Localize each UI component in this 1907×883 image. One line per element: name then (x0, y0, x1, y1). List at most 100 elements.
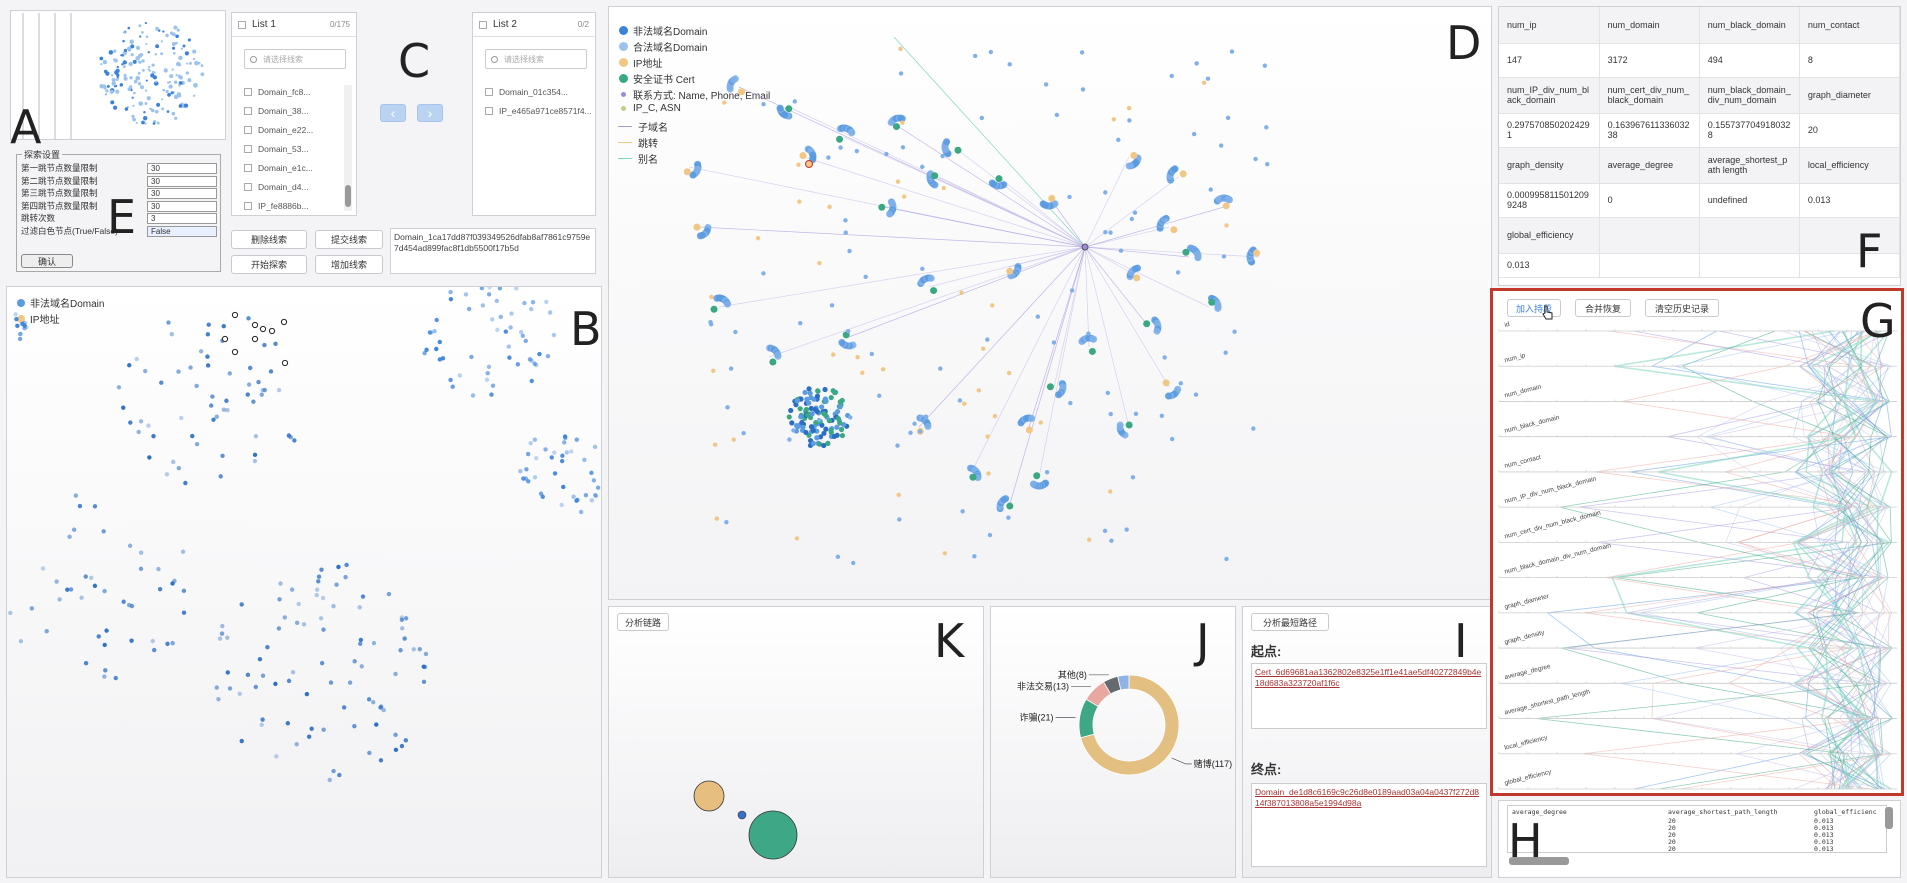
list1-search[interactable]: 请选择线索 (244, 49, 346, 69)
network-graph[interactable] (609, 7, 1492, 600)
merge-restore-button[interactable]: 合并恢复 (1575, 299, 1631, 317)
analyze-link-button[interactable]: 分析链路 (617, 613, 669, 631)
list-item-checkbox[interactable] (244, 88, 252, 96)
legend-item[interactable]: 非法域名Domain (619, 23, 707, 38)
list-item-checkbox[interactable] (485, 107, 493, 115)
history-cell: 0.013 (1814, 824, 1834, 832)
cluster-node (529, 378, 534, 384)
end-field[interactable]: Domain_de1d8c6169c9c26d8e0189aad03a04a04… (1251, 783, 1487, 867)
setting-input[interactable]: 30 (147, 188, 217, 199)
thumb-node (142, 115, 148, 121)
list-item[interactable]: Domain_d4... (244, 182, 309, 192)
legend-item[interactable]: IP地址 (619, 55, 662, 70)
analyze-shortest-path-button[interactable]: 分析最短路径 (1251, 613, 1329, 631)
history-scrollbar-h[interactable] (1509, 857, 1569, 865)
legend-item[interactable]: 合法域名Domain (619, 39, 707, 54)
setting-input[interactable]: False (147, 225, 217, 237)
cluster-node (341, 705, 347, 710)
start-field[interactable]: Cert_6d69681aa1362802e8325e1ff1e41ae5df4… (1251, 663, 1487, 729)
list-item[interactable]: Domain_e1c... (244, 163, 313, 173)
thumb-node (137, 81, 142, 86)
pc-line (1809, 330, 1892, 790)
history-table[interactable]: average_degree average_shortest_path_leng… (1507, 805, 1887, 853)
cluster-node (292, 438, 297, 443)
cluster-node (294, 620, 300, 626)
delete-clue-button[interactable]: 删除线索 (231, 230, 307, 249)
setting-label: 第二跳节点数量限制 (21, 175, 98, 186)
thumbnail-stack[interactable] (11, 11, 226, 140)
legend-item[interactable]: 跳转 (618, 135, 658, 150)
category-donut[interactable]: 赌博(117) 诈骗(21) 非法交易(13)其他(8) (991, 607, 1236, 878)
setting-input[interactable]: 30 (147, 175, 217, 187)
history-row[interactable]: 20 0.013 (1508, 817, 1886, 825)
setting-input[interactable]: 30 (147, 200, 217, 212)
legend-item[interactable]: IP_C, ASN (619, 103, 681, 114)
list-item[interactable]: Domain_fc8... (244, 87, 310, 97)
cursor-hand-icon (1542, 305, 1553, 320)
move-left-button[interactable]: ‹ (380, 104, 406, 122)
metric-value: undefined (1699, 183, 1800, 218)
legend-item[interactable]: 安全证书 Cert (619, 71, 695, 86)
setting-input[interactable]: 3 (147, 213, 217, 224)
list-item-checkbox[interactable] (244, 183, 252, 191)
legend-item[interactable]: IP地址 (17, 311, 59, 326)
cluster-node (214, 414, 219, 419)
list2-select-all-checkbox[interactable] (479, 20, 487, 29)
submit-clue-button[interactable]: 提交线索 (315, 230, 383, 249)
thumb-node (141, 68, 145, 72)
label-i: I (1454, 614, 1468, 668)
list-item-checkbox[interactable] (244, 126, 252, 134)
add-clue-button[interactable]: 增加线索 (315, 255, 383, 274)
cluster-node (497, 287, 503, 291)
legend-item[interactable]: 子域名 (618, 119, 668, 134)
legend-swatch (618, 125, 632, 128)
list-item[interactable]: IP_fe8886b... (244, 201, 309, 211)
list2-box: List 2 0/2 请选择线索 Domain_01c354... IP_e465… (472, 12, 596, 216)
list-item[interactable]: Domain_53... (244, 144, 309, 154)
pc-axis-label: num_contact (1504, 454, 1542, 470)
list-item[interactable]: Domain_01c354... (485, 87, 568, 97)
list-item-checkbox[interactable] (485, 88, 493, 96)
graph-node (761, 271, 766, 276)
clue-textbox[interactable]: Domain_1ca17dd87f039349526dfab8af7861c97… (390, 228, 596, 274)
thumb-node (108, 50, 114, 55)
list-item[interactable]: Domain_e22... (244, 125, 313, 135)
cluster-node (448, 377, 453, 383)
graph-node (834, 432, 840, 438)
list-item-checkbox[interactable] (244, 202, 252, 210)
list1-select-all-checkbox[interactable] (238, 20, 246, 29)
list2-search-input[interactable]: 请选择线索 (504, 54, 544, 64)
cluster-scatter[interactable] (7, 287, 602, 878)
legend-item[interactable]: 非法域名Domain (17, 295, 104, 310)
graph-node (843, 218, 848, 223)
link-bubbles[interactable] (609, 607, 984, 878)
thumb-node (176, 28, 180, 32)
list-item-checkbox[interactable] (244, 107, 252, 115)
history-scrollbar-v[interactable] (1885, 807, 1893, 829)
list-item-checkbox[interactable] (244, 164, 252, 172)
legend-item[interactable]: 联系方式: Name, Phone, Email (619, 87, 770, 102)
list1-search-input[interactable]: 请选择线索 (263, 54, 303, 64)
cluster-node (393, 747, 399, 753)
history-row[interactable]: 20 0.013 (1508, 831, 1886, 839)
history-row[interactable]: 20 0.013 (1508, 845, 1886, 853)
move-right-button[interactable]: › (417, 104, 443, 122)
graph-node (912, 421, 917, 426)
history-cell: 0.013 (1814, 817, 1834, 825)
list-item[interactable]: Domain_38... (244, 106, 309, 116)
list1-scrollbar[interactable] (344, 85, 352, 211)
list2-search[interactable]: 请选择线索 (485, 49, 587, 69)
list-item[interactable]: IP_e465a971ce8571f4... (485, 106, 592, 116)
list-item-checkbox[interactable] (244, 145, 252, 153)
thumb-node (138, 24, 142, 28)
parallel-coordinates-chart[interactable]: id num_ip num_domain num_black_domain num_co… (1493, 319, 1901, 796)
graph-node (992, 413, 998, 419)
history-row[interactable]: 20 0.013 (1508, 824, 1886, 832)
thumb-node (131, 114, 135, 119)
legend-item[interactable]: 别名 (618, 151, 658, 166)
confirm-button[interactable]: 确认 (21, 254, 73, 268)
start-explore-button[interactable]: 开始探索 (231, 255, 307, 274)
setting-input[interactable]: 30 (147, 163, 217, 174)
clear-history-button[interactable]: 清空历史记录 (1645, 299, 1719, 317)
history-row[interactable]: 20 0.013 (1508, 838, 1886, 846)
